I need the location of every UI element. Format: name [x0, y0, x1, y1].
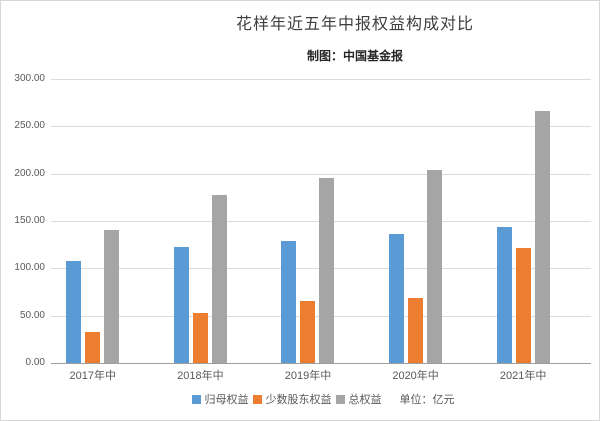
bar-少数股东权益-2018年中	[192, 312, 208, 363]
y-axis-tick-label: 0.00	[25, 357, 45, 368]
bar-group-2020年中	[362, 79, 470, 363]
x-axis-label-2020年中: 2020年中	[392, 370, 439, 382]
legend-item-总权益: 总权益	[335, 391, 382, 407]
chart-subtitle: 制图：中国基金报	[306, 49, 403, 63]
y-axis-tick-label: 200.00	[14, 167, 45, 179]
legend-label: 总权益	[348, 394, 382, 406]
gridline	[51, 126, 591, 128]
bar-少数股东权益-2021年中	[515, 247, 531, 363]
bar-group-2021年中	[469, 79, 577, 363]
legend-items: 归母权益 少数股东权益 总权益	[190, 391, 384, 407]
legend-item-归母权益: 归母权益	[191, 391, 249, 407]
bar-归母权益-2017年中	[66, 260, 82, 363]
bar-归母权益-2018年中	[173, 246, 189, 363]
gridline	[51, 173, 591, 175]
legend-swatch-icon	[335, 394, 345, 404]
bar-归母权益-2020年中	[389, 234, 405, 363]
legend-label: 归母权益	[204, 394, 249, 406]
y-axis-tick-label: 50.00	[19, 309, 45, 321]
y-axis-tick-label: 250.00	[14, 120, 45, 132]
chart-title: 花样年近五年中报权益构成对比	[235, 16, 474, 33]
x-axis-label-2017年中: 2017年中	[69, 370, 117, 382]
legend-swatch-icon	[191, 394, 201, 404]
bar-总权益-2017年中	[104, 230, 120, 363]
x-axis-label-2019年中: 2019年中	[284, 370, 332, 382]
legend-swatch-icon	[252, 394, 262, 404]
bar-总权益-2021年中	[534, 111, 550, 363]
bars-layer	[39, 79, 577, 363]
gridline	[51, 79, 591, 80]
x-axis-line	[51, 363, 591, 364]
bar-group-2019年中	[254, 79, 362, 363]
bar-归母权益-2019年中	[281, 240, 297, 363]
legend-label: 少数股东权益	[265, 394, 332, 406]
bar-group-2017年中	[39, 79, 147, 363]
bar-归母权益-2021年中	[496, 226, 512, 363]
legend-item-少数股东权益: 少数股东权益	[252, 391, 332, 407]
bar-总权益-2019年中	[319, 178, 335, 363]
x-axis-labels: 2017年中 2018年中 2019年中 2020年中 2021年中	[39, 367, 577, 383]
bar-总权益-2020年中	[427, 169, 443, 363]
y-axis-tick-label: 150.00	[14, 215, 45, 226]
x-axis-label-2021年中: 2021年中	[499, 370, 547, 382]
unit-note: 单位：亿元	[399, 394, 455, 406]
bar-少数股东权益-2019年中	[300, 300, 316, 363]
bar-group-2018年中	[147, 79, 255, 363]
y-axis-tick-label: 300.00	[14, 73, 45, 84]
y-axis-tick-label: 100.00	[14, 262, 45, 274]
bar-少数股东权益-2020年中	[408, 297, 424, 363]
bar-总权益-2018年中	[211, 195, 227, 363]
x-axis-label-2018年中: 2018年中	[177, 370, 224, 382]
bar-少数股东权益-2017年中	[85, 331, 101, 363]
legend: 归母权益 少数股东权益 总权益 单位：亿元	[51, 391, 593, 407]
